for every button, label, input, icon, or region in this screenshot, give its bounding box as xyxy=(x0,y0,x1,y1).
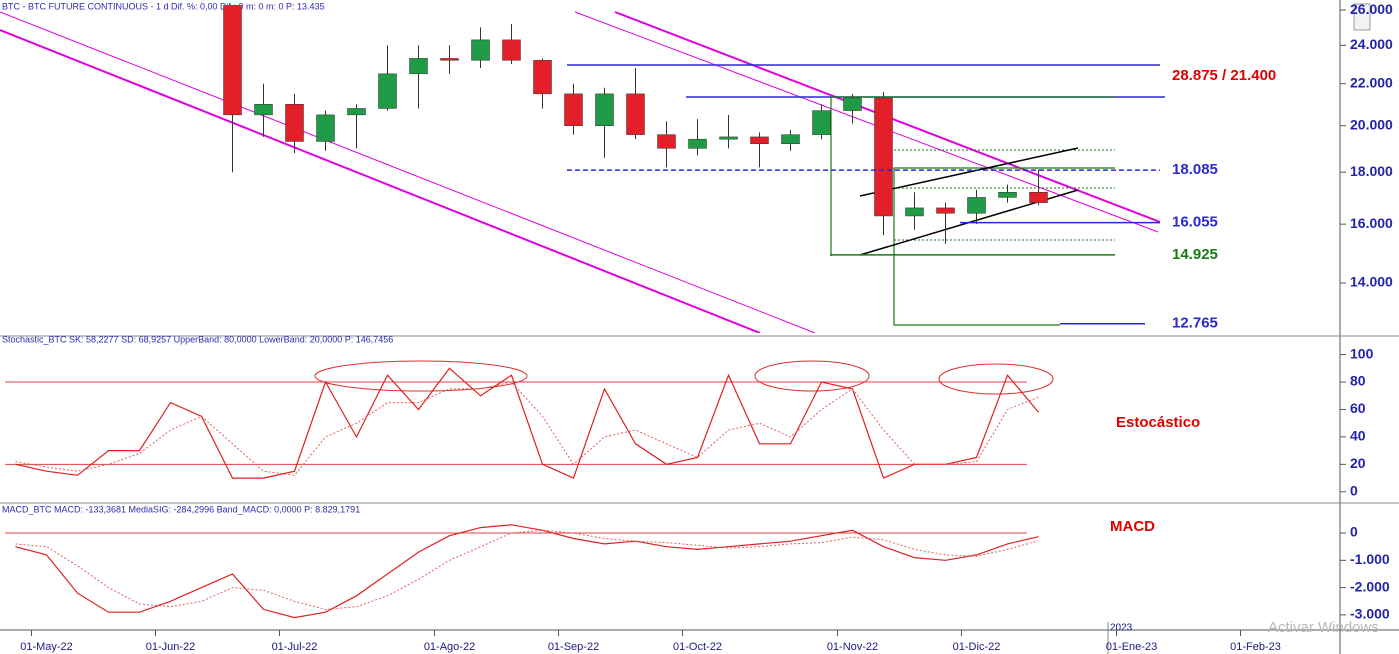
price-header: BTC - BTC FUTURE CONTINUOUS - 1 d Dif. %… xyxy=(2,1,325,11)
level-label: 14.925 xyxy=(1172,246,1218,263)
y-tick-label: 20.000 xyxy=(1350,116,1393,132)
candle-body xyxy=(254,103,273,116)
plot-area xyxy=(5,367,1039,479)
candle-body xyxy=(502,39,521,61)
trend-line xyxy=(0,11,816,333)
candle-body xyxy=(1029,192,1048,203)
y-tick-label: 26.000 xyxy=(1350,1,1393,17)
candle-body xyxy=(812,110,831,135)
year-label: 2023 xyxy=(1110,623,1133,634)
candle-body xyxy=(626,93,645,135)
panel-label: MACD xyxy=(1110,518,1155,535)
y-tick-label: 60 xyxy=(1350,400,1366,416)
ellipse xyxy=(754,360,870,392)
plot-area xyxy=(5,524,1039,619)
candle-body xyxy=(347,108,366,116)
candle-body xyxy=(781,134,800,145)
macd-header: MACD_BTC MACD: -133,3681 MediaSIG: -284,… xyxy=(2,504,360,514)
x-tick-label: 01-Ene-23 xyxy=(1106,641,1157,653)
stoch-header: Stochastic_BTC SK: 58,2277 SD: 68,9257 U… xyxy=(2,334,393,344)
y-tick-label: 40 xyxy=(1350,428,1366,444)
candle-body xyxy=(316,114,335,142)
y-tick-label: 20 xyxy=(1350,455,1366,471)
stoch-ellipses xyxy=(314,360,1054,395)
y-tick-label: 18.000 xyxy=(1350,163,1393,179)
candle-body xyxy=(471,39,490,61)
trend-line xyxy=(0,29,761,333)
candle-body xyxy=(750,136,769,145)
box xyxy=(893,167,1115,326)
x-tick-label: 01-Nov-22 xyxy=(827,641,878,653)
candle-body xyxy=(688,138,707,149)
candle-body xyxy=(936,207,955,214)
level-label: 16.055 xyxy=(1172,214,1218,231)
x-tick-label: 01-Jul-22 xyxy=(272,641,318,653)
y-tick-label: -3.000 xyxy=(1350,606,1390,622)
y-tick-label: 0 xyxy=(1350,482,1358,498)
level-label: 12.765 xyxy=(1172,315,1218,332)
level-label: 18.085 xyxy=(1172,161,1218,178)
y-tick-label: 24.000 xyxy=(1350,36,1393,52)
candle-body xyxy=(657,134,676,149)
x-tick-label: 01-Feb-23 xyxy=(1230,641,1281,653)
candle-body xyxy=(223,5,242,116)
ellipse xyxy=(314,360,528,392)
y-tick-label: 22.000 xyxy=(1350,74,1393,90)
y-tick-label: 14.000 xyxy=(1350,274,1393,290)
series-line xyxy=(15,367,1039,479)
x-tick-label: 01-Dic-22 xyxy=(953,641,1001,653)
series-line xyxy=(15,524,1039,619)
x-tick-label: 01-Sep-22 xyxy=(548,641,599,653)
y-tick-label: 100 xyxy=(1350,345,1374,361)
x-tick-label: 01-Ago-22 xyxy=(424,641,475,653)
y-tick-label: -1.000 xyxy=(1350,551,1390,567)
candle-body xyxy=(533,60,552,95)
ellipse xyxy=(938,363,1054,395)
candle-body xyxy=(378,73,397,109)
candle-body xyxy=(843,97,862,111)
candle-body xyxy=(998,192,1017,198)
candle-body xyxy=(409,58,428,75)
candle-body xyxy=(285,103,304,142)
candle-body xyxy=(719,136,738,140)
y-tick-label: 0 xyxy=(1350,524,1358,540)
candle-body xyxy=(595,93,614,126)
log-button[interactable] xyxy=(1353,3,1371,31)
candle-body xyxy=(564,93,583,126)
series-line xyxy=(15,381,1039,476)
box xyxy=(830,96,1115,256)
x-tick-label: 01-May-22 xyxy=(20,641,73,653)
annotation: 28.875 / 21.400 xyxy=(1172,67,1276,84)
candle-body xyxy=(440,58,459,61)
candle-body xyxy=(905,207,924,217)
y-tick-label: 80 xyxy=(1350,373,1366,389)
candle-body xyxy=(967,197,986,214)
watermark: Activar Windows xyxy=(1268,619,1379,636)
y-tick-label: 16.000 xyxy=(1350,215,1393,231)
wedge-line xyxy=(859,147,1079,197)
x-tick-label: 01-Oct-22 xyxy=(673,641,722,653)
y-tick-label: -2.000 xyxy=(1350,578,1390,594)
plot-area xyxy=(223,5,1160,325)
candle-body xyxy=(874,97,893,217)
x-tick-label: 01-Jun-22 xyxy=(146,641,196,653)
panel-label: Estocástico xyxy=(1116,414,1200,431)
